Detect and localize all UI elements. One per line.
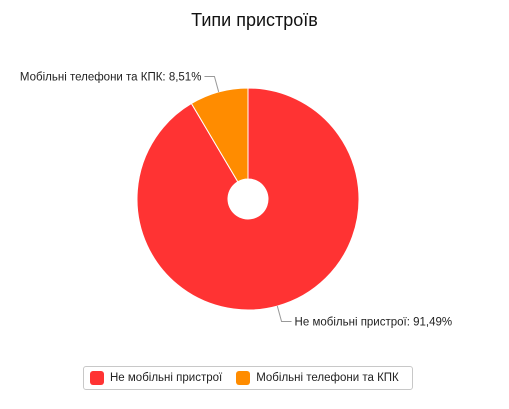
legend-label: Мобільні телефони та КПК <box>256 372 399 384</box>
pie-slice-1[interactable] <box>190 87 249 183</box>
slice-label-1: Мобільні телефони та КПК: 8,51% <box>20 72 202 84</box>
pie-slice-0[interactable] <box>136 87 360 311</box>
leader-line-0 <box>276 305 292 322</box>
legend-item-non-mobile[interactable]: Не мобільні пристрої <box>90 371 222 385</box>
legend-swatch <box>90 371 104 385</box>
legend-item-mobile[interactable]: Мобільні телефони та КПК <box>236 371 399 385</box>
leader-line-1 <box>204 76 220 93</box>
slice-label-0: Не мобільні пристрої: 91,49% <box>295 316 453 328</box>
legend-swatch <box>236 371 251 385</box>
legend-label: Не мобільні пристрої <box>110 372 223 384</box>
chart-title: Типи пристроїв <box>191 10 318 30</box>
legend: Не мобільні пристрої Мобільні телефони т… <box>83 366 413 390</box>
